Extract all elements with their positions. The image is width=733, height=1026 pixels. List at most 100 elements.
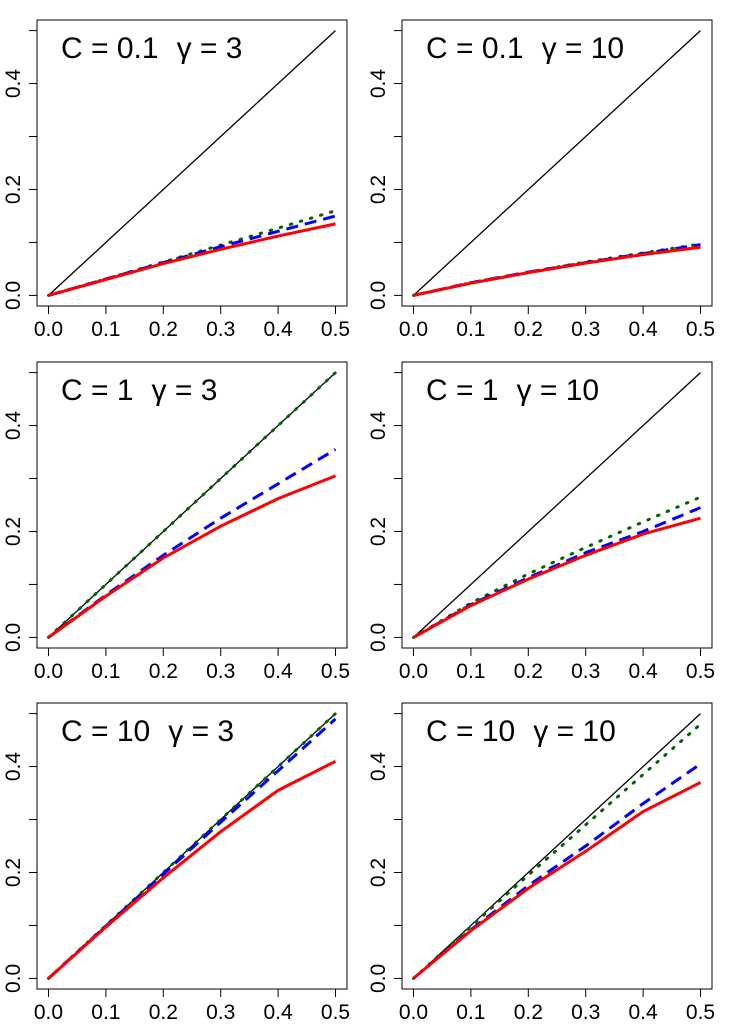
- x-tick-label: 0.2: [149, 1001, 178, 1024]
- x-tick-label: 0.3: [571, 660, 600, 683]
- series-group: [47, 30, 337, 297]
- y-axis: 0.0 0.2 0.4: [2, 713, 37, 993]
- panel-title-c-0-1-3: C = 0.1 γ = 3: [61, 32, 242, 65]
- x-tick-label: 0.3: [206, 318, 235, 341]
- y-tick-label: 0.4: [2, 411, 25, 441]
- y-tick-label: 0.0: [2, 281, 25, 310]
- series-group: [47, 712, 337, 980]
- x-tick-label: 0.0: [34, 318, 63, 341]
- y-axis: 0.0 0.2 0.4: [2, 30, 37, 310]
- series-dotted-green: [47, 209, 337, 297]
- x-tick-label: 0.4: [264, 1001, 294, 1024]
- y-tick-label: 0.2: [2, 858, 25, 887]
- x-tick-label: 0.5: [686, 660, 715, 683]
- y-tick-label: 0.0: [2, 964, 25, 993]
- reference-line: [48, 372, 336, 638]
- x-axis: 0.0 0.1 0.2 0.3 0.4 0.5: [399, 306, 715, 341]
- x-tick-label: 0.2: [149, 318, 178, 341]
- x-tick-label: 0.0: [399, 1001, 428, 1024]
- y-tick-label: 0.4: [367, 69, 390, 99]
- panel-5: 0.0 0.1 0.2 0.3 0.4 0.5 0.0 0.2 0.4 C = 10 γ = 3: [2, 702, 350, 1024]
- y-axis: 0.0 0.2 0.4: [2, 372, 37, 652]
- series-solid-red: [413, 245, 701, 297]
- y-tick-label: 0.2: [367, 175, 390, 204]
- y-tick-label: 0.4: [2, 752, 25, 782]
- panel-title-c-0-1-10: C = 0.1 γ = 10: [426, 32, 624, 65]
- panel-4: 0.0 0.1 0.2 0.3 0.4 0.5 0.0 0.2 0.4 C = 1 γ = 10: [367, 361, 715, 683]
- x-tick-label: 0.0: [399, 318, 428, 341]
- x-tick-label: 0.3: [571, 1001, 600, 1024]
- x-tick-label: 0.2: [514, 660, 543, 683]
- panel-title-c-10-3: C = 10 γ = 3: [61, 715, 234, 748]
- x-tick-label: 0.0: [34, 1001, 63, 1024]
- y-tick-label: 0.4: [367, 411, 390, 441]
- reference-line: [48, 30, 336, 296]
- c-label: C = 10: [61, 715, 150, 748]
- panel-2: 0.0 0.1 0.2 0.3 0.4 0.5 0.0 0.2 0.4 C = 0.1 γ = 10: [367, 19, 715, 341]
- series-group: [412, 372, 702, 639]
- c-label: C = 10: [426, 715, 515, 748]
- plot-frame: [401, 702, 713, 990]
- y-tick-label: 0.0: [2, 623, 25, 652]
- x-tick-label: 0.4: [264, 318, 294, 341]
- series-dashed-blue: [412, 506, 702, 639]
- x-tick-label: 0.3: [206, 660, 235, 683]
- y-tick-label: 0.2: [2, 175, 25, 204]
- x-tick-label: 0.5: [686, 318, 715, 341]
- x-tick-label: 0.4: [629, 1001, 659, 1024]
- series-group: [412, 713, 702, 980]
- x-tick-label: 0.4: [629, 660, 659, 683]
- x-axis: 0.0 0.1 0.2 0.3 0.4 0.5: [399, 648, 715, 683]
- c-label: C = 1: [426, 374, 499, 407]
- panel-3: 0.0 0.1 0.2 0.3 0.4 0.5 0.0 0.2 0.4 C = 1 γ = 3: [2, 361, 350, 683]
- y-tick-label: 0.0: [367, 281, 390, 310]
- y-tick-label: 0.2: [2, 517, 25, 546]
- reference-line: [413, 30, 701, 296]
- x-axis: 0.0 0.1 0.2 0.3 0.4 0.5: [34, 989, 350, 1024]
- panel-6: 0.0 0.1 0.2 0.3 0.4 0.5 0.0 0.2 0.4 C = 10 γ = 10: [367, 702, 715, 1024]
- x-axis: 0.0 0.1 0.2 0.3 0.4 0.5: [34, 648, 350, 683]
- y-tick-label: 0.2: [367, 517, 390, 546]
- y-tick-label: 0.0: [367, 623, 390, 652]
- x-tick-label: 0.2: [149, 660, 178, 683]
- series-solid-red: [47, 474, 337, 639]
- x-tick-label: 0.4: [264, 660, 294, 683]
- plot-frame: [401, 361, 713, 649]
- x-tick-label: 0.4: [629, 318, 659, 341]
- panel-title-c-1-10: C = 1 γ = 10: [426, 374, 599, 407]
- series-solid-red: [48, 222, 336, 297]
- x-tick-label: 0.1: [91, 1001, 120, 1024]
- series-dotted-green: [412, 722, 702, 980]
- x-axis: 0.0 0.1 0.2 0.3 0.4 0.5: [34, 306, 350, 341]
- c-label: C = 0.1: [61, 32, 159, 65]
- x-tick-label: 0.5: [321, 318, 350, 341]
- panel-1: 0.0 0.1 0.2 0.3 0.4 0.5 0.0 0.2 0.4 C = 0.1 γ = 3: [2, 19, 350, 341]
- x-tick-label: 0.1: [456, 318, 485, 341]
- y-tick-label: 0.0: [367, 964, 390, 993]
- series-group: [47, 371, 337, 639]
- c-label: C = 0.1: [426, 32, 524, 65]
- x-tick-label: 0.3: [206, 1001, 235, 1024]
- gamma-label: γ = 10: [533, 715, 616, 748]
- series-solid-red: [47, 759, 337, 980]
- reference-line: [413, 372, 701, 638]
- x-tick-label: 0.0: [34, 660, 63, 683]
- x-tick-label: 0.1: [456, 660, 485, 683]
- panel-title-c-1-3: C = 1 γ = 3: [61, 374, 217, 407]
- plot-frame: [36, 19, 348, 307]
- c-label: C = 1: [61, 374, 134, 407]
- x-tick-label: 0.5: [321, 660, 350, 683]
- y-tick-label: 0.2: [367, 858, 390, 887]
- gamma-label: γ = 10: [517, 374, 600, 407]
- series-solid-red: [412, 781, 702, 980]
- gamma-label: γ = 3: [177, 32, 243, 65]
- series-solid-red: [412, 516, 701, 639]
- x-tick-label: 0.0: [399, 660, 428, 683]
- series-dotted-green: [47, 371, 337, 639]
- gamma-label: γ = 3: [152, 374, 218, 407]
- x-tick-label: 0.2: [514, 1001, 543, 1024]
- plot-frame: [401, 19, 713, 307]
- x-axis: 0.0 0.1 0.2 0.3 0.4 0.5: [399, 989, 715, 1024]
- x-tick-label: 0.5: [686, 1001, 715, 1024]
